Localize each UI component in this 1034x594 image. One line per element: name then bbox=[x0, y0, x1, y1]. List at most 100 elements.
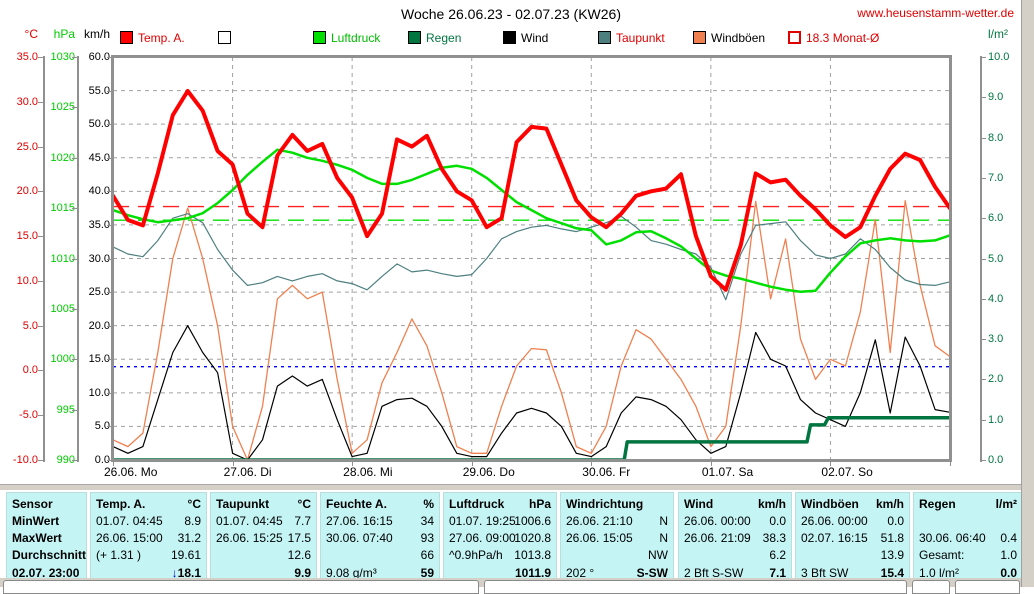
axis-tick-label: 25.0 bbox=[88, 286, 110, 299]
axis-tickmark bbox=[107, 292, 113, 294]
axis-tick-label: 1000 bbox=[50, 353, 75, 366]
axis-tick-label: 10.0 bbox=[988, 51, 1010, 63]
cell-time: 3 Bft SW bbox=[801, 566, 849, 580]
row-label-text: MinWert bbox=[12, 514, 60, 528]
website-link[interactable]: www.heusenstamm-wetter.de bbox=[857, 6, 1014, 20]
page-title: Woche 26.06.23 - 02.07.23 (KW26) bbox=[401, 6, 621, 22]
cell-time: 1.0 l/m² bbox=[919, 566, 960, 580]
axis-tick-label: 1015 bbox=[50, 202, 75, 215]
bottom-status-bar bbox=[0, 578, 1022, 594]
x-axis-label: 29.06. Do bbox=[462, 465, 515, 479]
column-title: Luftdruck bbox=[449, 497, 505, 511]
axis-tick-label: 1030 bbox=[50, 51, 75, 63]
axis-tick-label: 20.0 bbox=[88, 319, 110, 332]
table-row: 6.2 bbox=[684, 547, 786, 564]
table-row: 26.06. 21:10 N bbox=[566, 513, 668, 530]
table-row: 27.06. 16:15 34 bbox=[326, 513, 434, 530]
series-regen bbox=[111, 415, 952, 462]
axis-tickmark bbox=[980, 419, 986, 421]
axis-tickmark bbox=[107, 124, 113, 126]
x-axis-label: 27.06. Di bbox=[223, 465, 272, 479]
cell-value: ↓18.1 bbox=[171, 566, 201, 580]
axis-tick-label: 10.0 bbox=[16, 274, 38, 287]
table-row: ^0.9hPa/h 1013.8 bbox=[449, 547, 551, 564]
cell-value: 93 bbox=[420, 531, 434, 545]
axis-unit-pressure: hPa bbox=[53, 27, 75, 41]
table-row: 202 ° S-SW bbox=[566, 565, 668, 582]
x-axis-label: 26.06. Mo bbox=[104, 465, 158, 479]
column-unit: l/m² bbox=[995, 497, 1017, 511]
legend-label: Windböen bbox=[711, 31, 766, 45]
legend-label: Luftdruck bbox=[331, 31, 381, 45]
axis-tickmark bbox=[980, 57, 986, 58]
axis-tickmark bbox=[72, 57, 78, 58]
cell-time: Gesamt: bbox=[919, 548, 965, 562]
axis-tick-label: 3.0 bbox=[988, 333, 1004, 346]
axis-tick-label: 10.0 bbox=[88, 386, 110, 399]
axis-tickmark bbox=[38, 325, 44, 327]
weather-chart-svg bbox=[111, 55, 952, 462]
x-axis-label: 30.06. Fr bbox=[582, 465, 631, 479]
x-axis-tickmark bbox=[950, 460, 951, 466]
table-column-header: Taupunkt °C bbox=[216, 496, 311, 513]
axis-tickmark bbox=[980, 177, 986, 179]
bottom-bar-panel bbox=[912, 580, 950, 594]
legend-swatch-icon bbox=[120, 31, 133, 44]
axis-tick-label: 25.0 bbox=[16, 140, 38, 153]
window-scrollbar[interactable] bbox=[1021, 0, 1034, 587]
table-row: ↓18.1 bbox=[96, 565, 201, 582]
table-row: 26.06. 21:09 38.3 bbox=[684, 530, 786, 547]
axis-tickmark bbox=[980, 460, 986, 461]
axis-tick-label: -5.0 bbox=[19, 409, 38, 422]
legend-item: Regen bbox=[408, 31, 461, 45]
axis-tick-label: 1020 bbox=[50, 151, 75, 164]
axis-tickmark bbox=[980, 137, 986, 139]
axis-tickmark bbox=[38, 415, 44, 417]
axis-tickmark bbox=[38, 460, 44, 461]
cell-value: 0.0 bbox=[1000, 566, 1017, 580]
row-label-text: 02.07. 23:00 bbox=[12, 566, 80, 580]
axis-tickmark bbox=[980, 298, 986, 300]
legend-item: Temp. A. bbox=[120, 31, 185, 45]
axis-tick-label: 8.0 bbox=[988, 131, 1004, 144]
axis-tick-label: 9.0 bbox=[988, 91, 1004, 104]
cell-time: 9.08 g/m³ bbox=[326, 566, 377, 580]
cell-time: ^0.9hPa/h bbox=[449, 548, 503, 562]
column-title: Wind bbox=[684, 497, 714, 511]
legend-item: Windböen bbox=[693, 31, 766, 45]
legend-label: Temp. A. bbox=[138, 31, 185, 45]
table-column-header: Temp. A. °C bbox=[96, 496, 201, 513]
x-axis-tickmark bbox=[352, 460, 354, 466]
cell-time: 27.06. 09:00 bbox=[449, 531, 516, 545]
table-panel-luftdruck: Luftdruck hPa 01.07. 19:25 1006.6 27.06. 09:… bbox=[443, 492, 557, 582]
axis-tick-label: 995 bbox=[56, 403, 75, 416]
cell-value: 1013.8 bbox=[514, 548, 551, 562]
column-title: Temp. A. bbox=[96, 497, 146, 511]
table-column-header: Wind km/h bbox=[684, 496, 786, 513]
table-row: 26.06. 00:00 0.0 bbox=[801, 513, 904, 530]
axis-tickmark bbox=[72, 157, 78, 159]
cell-value: 1011.9 bbox=[514, 566, 551, 580]
table-row: 27.06. 09:00 1020.8 bbox=[449, 530, 551, 547]
table-row-label: Durchschnitt bbox=[12, 547, 86, 564]
section-divider bbox=[0, 484, 1034, 491]
cell-time: 26.06. 15:25 bbox=[216, 531, 283, 545]
axis-tickmark bbox=[72, 460, 78, 461]
table-panel-regen: Regen l/m² 30.06. 06:40 0.4 Gesamt: 1.0 1.0 l/… bbox=[913, 492, 1023, 582]
plot-frame bbox=[111, 55, 952, 462]
axis-tick-label: 0.0 bbox=[22, 364, 38, 377]
cell-time: 30.06. 06:40 bbox=[919, 531, 986, 545]
x-axis-label: 02.07. So bbox=[821, 465, 873, 479]
axis-tickmark bbox=[107, 460, 113, 461]
axis-tick-label: 4.0 bbox=[988, 292, 1004, 305]
table-row: 1011.9 bbox=[449, 565, 551, 582]
table-column-header: Regen l/m² bbox=[919, 496, 1017, 513]
axis-tickmark bbox=[72, 409, 78, 411]
axis-tickmark bbox=[980, 97, 986, 99]
column-title: Regen bbox=[919, 497, 956, 511]
table-row: 13.9 bbox=[801, 547, 904, 564]
table-row-label: MinWert bbox=[12, 513, 81, 530]
cell-time: 202 ° bbox=[566, 566, 595, 580]
x-axis-label: 28.06. Mi bbox=[343, 465, 393, 479]
